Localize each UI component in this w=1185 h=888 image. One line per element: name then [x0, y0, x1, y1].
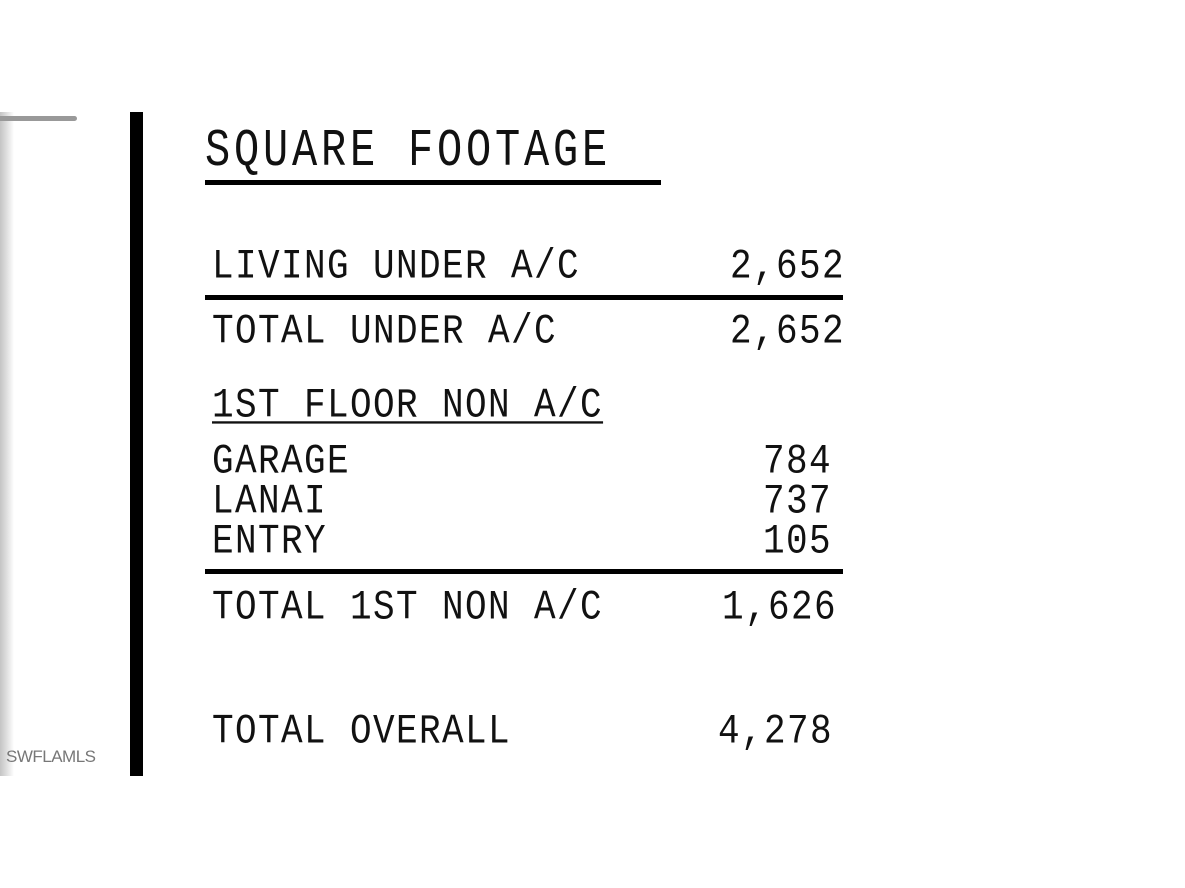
total-overall-value: 4,278 — [717, 707, 833, 756]
total-overall-label: TOTAL OVERALL — [212, 707, 512, 756]
left-edge-bar — [0, 116, 77, 121]
section-heading: 1ST FLOOR NON A/C — [212, 381, 604, 430]
divider — [205, 569, 843, 574]
lanai-value: 737 — [762, 477, 832, 526]
page-title: SQUARE FOOTAGE — [205, 121, 612, 182]
garage-value: 784 — [762, 437, 832, 486]
watermark: SWFLAMLS — [6, 747, 96, 766]
border-line — [130, 112, 143, 776]
living-value: 2,652 — [729, 242, 845, 291]
total-under-label: TOTAL UNDER A/C — [212, 307, 558, 356]
title-underline — [205, 180, 661, 185]
total-first-non-ac-value: 1,626 — [721, 583, 837, 632]
left-edge-shadow — [0, 112, 14, 776]
living-label: LIVING UNDER A/C — [212, 242, 581, 291]
entry-value: 105 — [762, 517, 832, 566]
garage-label: GARAGE — [212, 437, 351, 486]
total-under-value: 2,652 — [729, 307, 845, 356]
lanai-label: LANAI — [212, 477, 328, 526]
total-first-non-ac-label: TOTAL 1ST NON A/C — [212, 583, 604, 632]
divider — [205, 295, 843, 300]
entry-label: ENTRY — [212, 517, 328, 566]
